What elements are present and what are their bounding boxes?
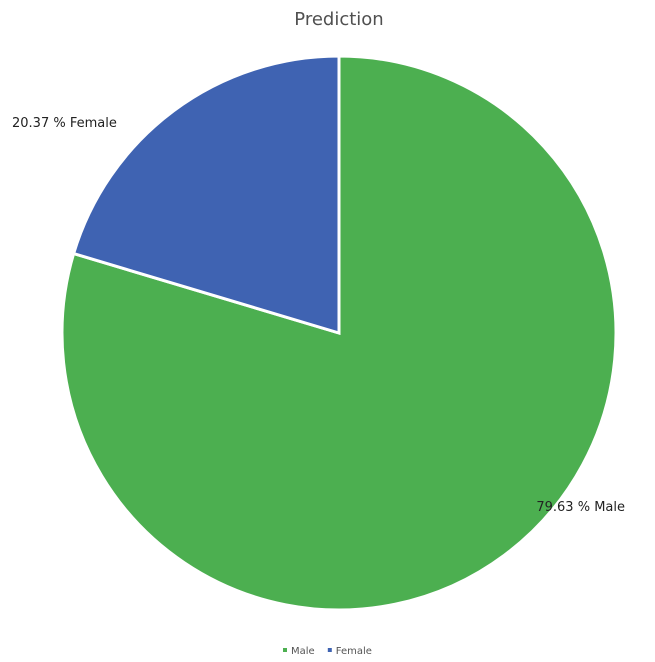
legend-swatch-male [283, 648, 287, 652]
data-label-female: 20.37 % Female [12, 116, 117, 131]
pie-slice-male [60, 54, 618, 612]
legend-label-female: Female [336, 646, 372, 657]
data-labels: 79.63 % Male 20.37 % Female [12, 116, 625, 515]
chart-title: Prediction [294, 9, 383, 30]
pie-slices [60, 54, 618, 612]
legend-swatch-female [327, 648, 332, 652]
data-label-male: 79.63 % Male [536, 500, 625, 515]
legend-label-male: Male [291, 646, 315, 657]
pie-slice-female [71, 54, 341, 336]
legend: Male Female [283, 646, 372, 657]
